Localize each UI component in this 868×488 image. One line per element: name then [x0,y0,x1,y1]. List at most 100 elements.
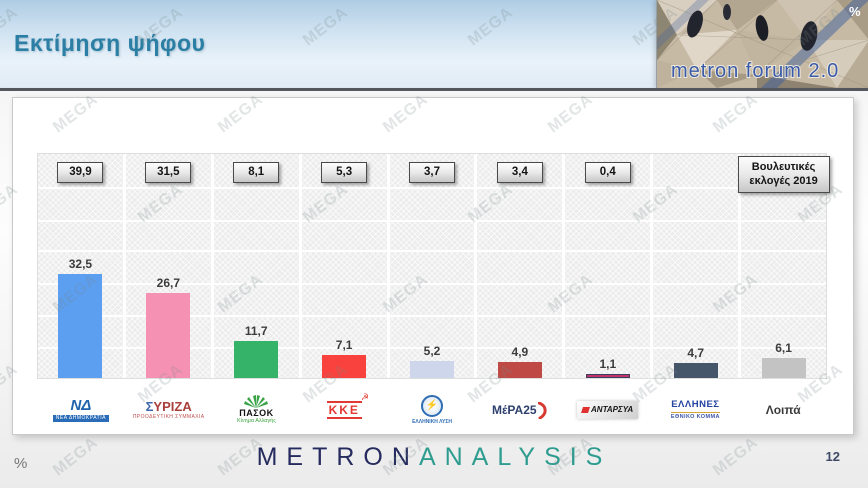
election-2019-value-box: 8,1 [233,162,280,183]
ellines-logo-text: ΕΛΛΗΝΕΣ [671,400,720,413]
ellines-logo-subtext: ΕΘΝΙΚΟ ΚΟΜΜΑ [670,413,720,420]
loipa-text: Λοιπά [765,403,801,417]
bar-value-label: 7,1 [335,338,353,352]
bar-syriza [146,293,191,378]
antarsya-logo-text: ΑΝΤΑΡΣΥΑ [591,405,634,414]
percent-symbol-footer: % [14,455,28,472]
antarsya-logo: ΑΝΤΑΡΣΥΑ [577,401,639,419]
pasok-logo-text: ΠΑΣΟΚ [239,408,274,419]
syriza-rest: ΥΡΙΖΑ [153,399,192,414]
pasok-logo-subtext: Κίνημα Αλλαγής [236,418,276,425]
logo-nea-dimokratia: ΝΔ ΝΕΑ ΔΗΜΟΚΡΑΤΙΑ [37,389,125,431]
bar-group: 5,2 [410,344,454,378]
election-2019-value-box: 3,4 [496,162,543,183]
bar-value-label: 32,5 [68,257,93,271]
page-title: Εκτίμηση ψήφου [14,30,206,56]
logo-elliniki-lysi: ⚡ ΕΛΛΗΝΙΚΗ ΛΥΣΗ [388,389,476,431]
logo-pasok: ΠΑΣΟΚ Κίνημα Αλλαγής [213,389,301,431]
bar-value-label: 1,1 [599,357,617,371]
logo-mera25: ΜέΡΑ25 [476,389,564,431]
election-2019-legend-box: Βουλευτικές εκλογές 2019 [737,156,830,193]
brand-analysis: ANALYSIS [418,443,612,471]
kke-logo-text: ΚΚΕ [326,401,362,419]
gridline [38,220,826,222]
chart-column-elliniki-lysi: 3,7 5,2 [386,154,475,378]
bar-value-label: 5,2 [423,344,441,358]
gridline [38,250,826,252]
brand-metron: METRON [256,443,419,471]
bar-group: 6,1 [761,341,806,378]
bar-group: 11,7 [234,324,279,378]
election-2019-value-box: 5,3 [321,162,368,183]
red-flag-icon [581,407,591,413]
chart-column-pasok: 8,1 11,7 [210,154,299,378]
hammer-sickle-icon: ☭ [360,392,369,402]
bar-ellines [673,363,718,378]
bar-antarsya [585,374,630,378]
bar-group: 26,7 [146,276,191,378]
bar-value-label: 4,7 [687,346,705,360]
election-2019-value-box: 3,7 [409,162,455,183]
elliniki-lysi-logo-text: ΕΛΛΗΝΙΚΗ ΛΥΣΗ [412,418,452,425]
bar-pasok [234,341,279,378]
chart-column-kke: 5,3 7,1 [298,154,387,378]
bar-chart-plot-area: 39,9 32,5 31,5 26,7 8,1 1 [37,153,830,379]
chart-column-antarsya: 0,4 1,1 [562,154,650,378]
chart-column-nd: 39,9 32,5 [38,154,123,378]
bar-kke [322,355,367,378]
bar-mera25 [497,362,542,378]
metron-forum-logo-text: metron forum 2.0 [671,60,839,82]
logo-ellines: ΕΛΛΗΝΕΣ ΕΘΝΙΚΟ ΚΟΜΜΑ [651,389,739,431]
syriza-logo-subtext: ΠΡΟΟΔΕΥΤΙΚΗ ΣΥΜΜΑΧΙΑ [132,414,205,420]
kke-logo: ΚΚΕ ☭ [326,393,369,419]
gridline [38,283,826,285]
elliniki-lysi-emblem: ⚡ [421,394,444,417]
lightning-icon: ⚡ [425,399,439,411]
nd-logo-subtext: ΝΕΑ ΔΗΜΟΚΡΑΤΙΑ [52,415,109,422]
pasok-sun-icon [244,395,269,409]
gridline [38,315,826,317]
election-2019-value-box: 31,5 [145,162,192,183]
party-logos-row: ΝΔ ΝΕΑ ΔΗΜΟΚΡΑΤΙΑ ΣΥΡΙΖΑ ΠΡΟΟΔΕΥΤΙΚΗ ΣΥΜ… [37,389,827,431]
bar-value-label: 26,7 [156,276,180,290]
election-2019-value-box: 0,4 [584,162,631,183]
bar-group: 4,7 [673,346,718,378]
mera25-logo: ΜέΡΑ25 [492,401,548,419]
chart-column-loipa: Βουλευτικές εκλογές 2019 6,1 [737,154,830,378]
mera25-logo-text: ΜέΡΑ25 [492,403,537,417]
metron-forum-logo: metron forum 2.0 % [656,0,868,88]
chart-panel: 39,9 32,5 31,5 26,7 8,1 1 [12,97,854,435]
bar-value-label: 6,1 [775,341,792,355]
logo-antarsya: ΑΝΤΑΡΣΥΑ [564,389,652,431]
bar-loipa [761,358,806,378]
slide-header: Εκτίμηση ψήφου [0,0,868,88]
chart-column-ellines: 4,7 [650,154,738,378]
nd-logo-text: ΝΔ [70,397,92,414]
slide-body: 39,9 32,5 31,5 26,7 8,1 1 [0,91,868,488]
metron-analysis-logo: METRONANALYSIS [0,443,868,472]
mera25-swoosh-icon [537,401,547,419]
syriza-sigma: Σ [145,399,154,414]
bar-elliniki-lysi [410,361,454,378]
election-2019-value-box: 39,9 [57,162,104,183]
bar-group: 32,5 [58,257,103,378]
mosaic-photo-illustration: metron forum 2.0 % [657,0,868,88]
gridline [38,187,826,189]
percent-symbol-header: % [849,4,861,19]
bar-group: 7,1 [322,338,367,378]
gridline [38,347,826,349]
bar-nd [58,274,103,378]
chart-column-mera25: 3,4 4,9 [474,154,562,378]
logo-syriza: ΣΥΡΙΖΑ ΠΡΟΟΔΕΥΤΙΚΗ ΣΥΜΜΑΧΙΑ [125,389,213,431]
logo-kke: ΚΚΕ ☭ [300,389,388,431]
header-divider-line [0,88,868,91]
label-loipa: Λοιπά [739,389,827,431]
syriza-logo-text: ΣΥΡΙΖΑ [146,400,192,413]
bar-value-label: 4,9 [511,345,529,359]
chart-column-syriza: 31,5 26,7 [122,154,211,378]
bar-group: 1,1 [585,357,630,378]
bar-group: 4,9 [497,345,542,378]
page-number: 12 [825,449,840,464]
bar-value-label: 11,7 [244,324,268,338]
